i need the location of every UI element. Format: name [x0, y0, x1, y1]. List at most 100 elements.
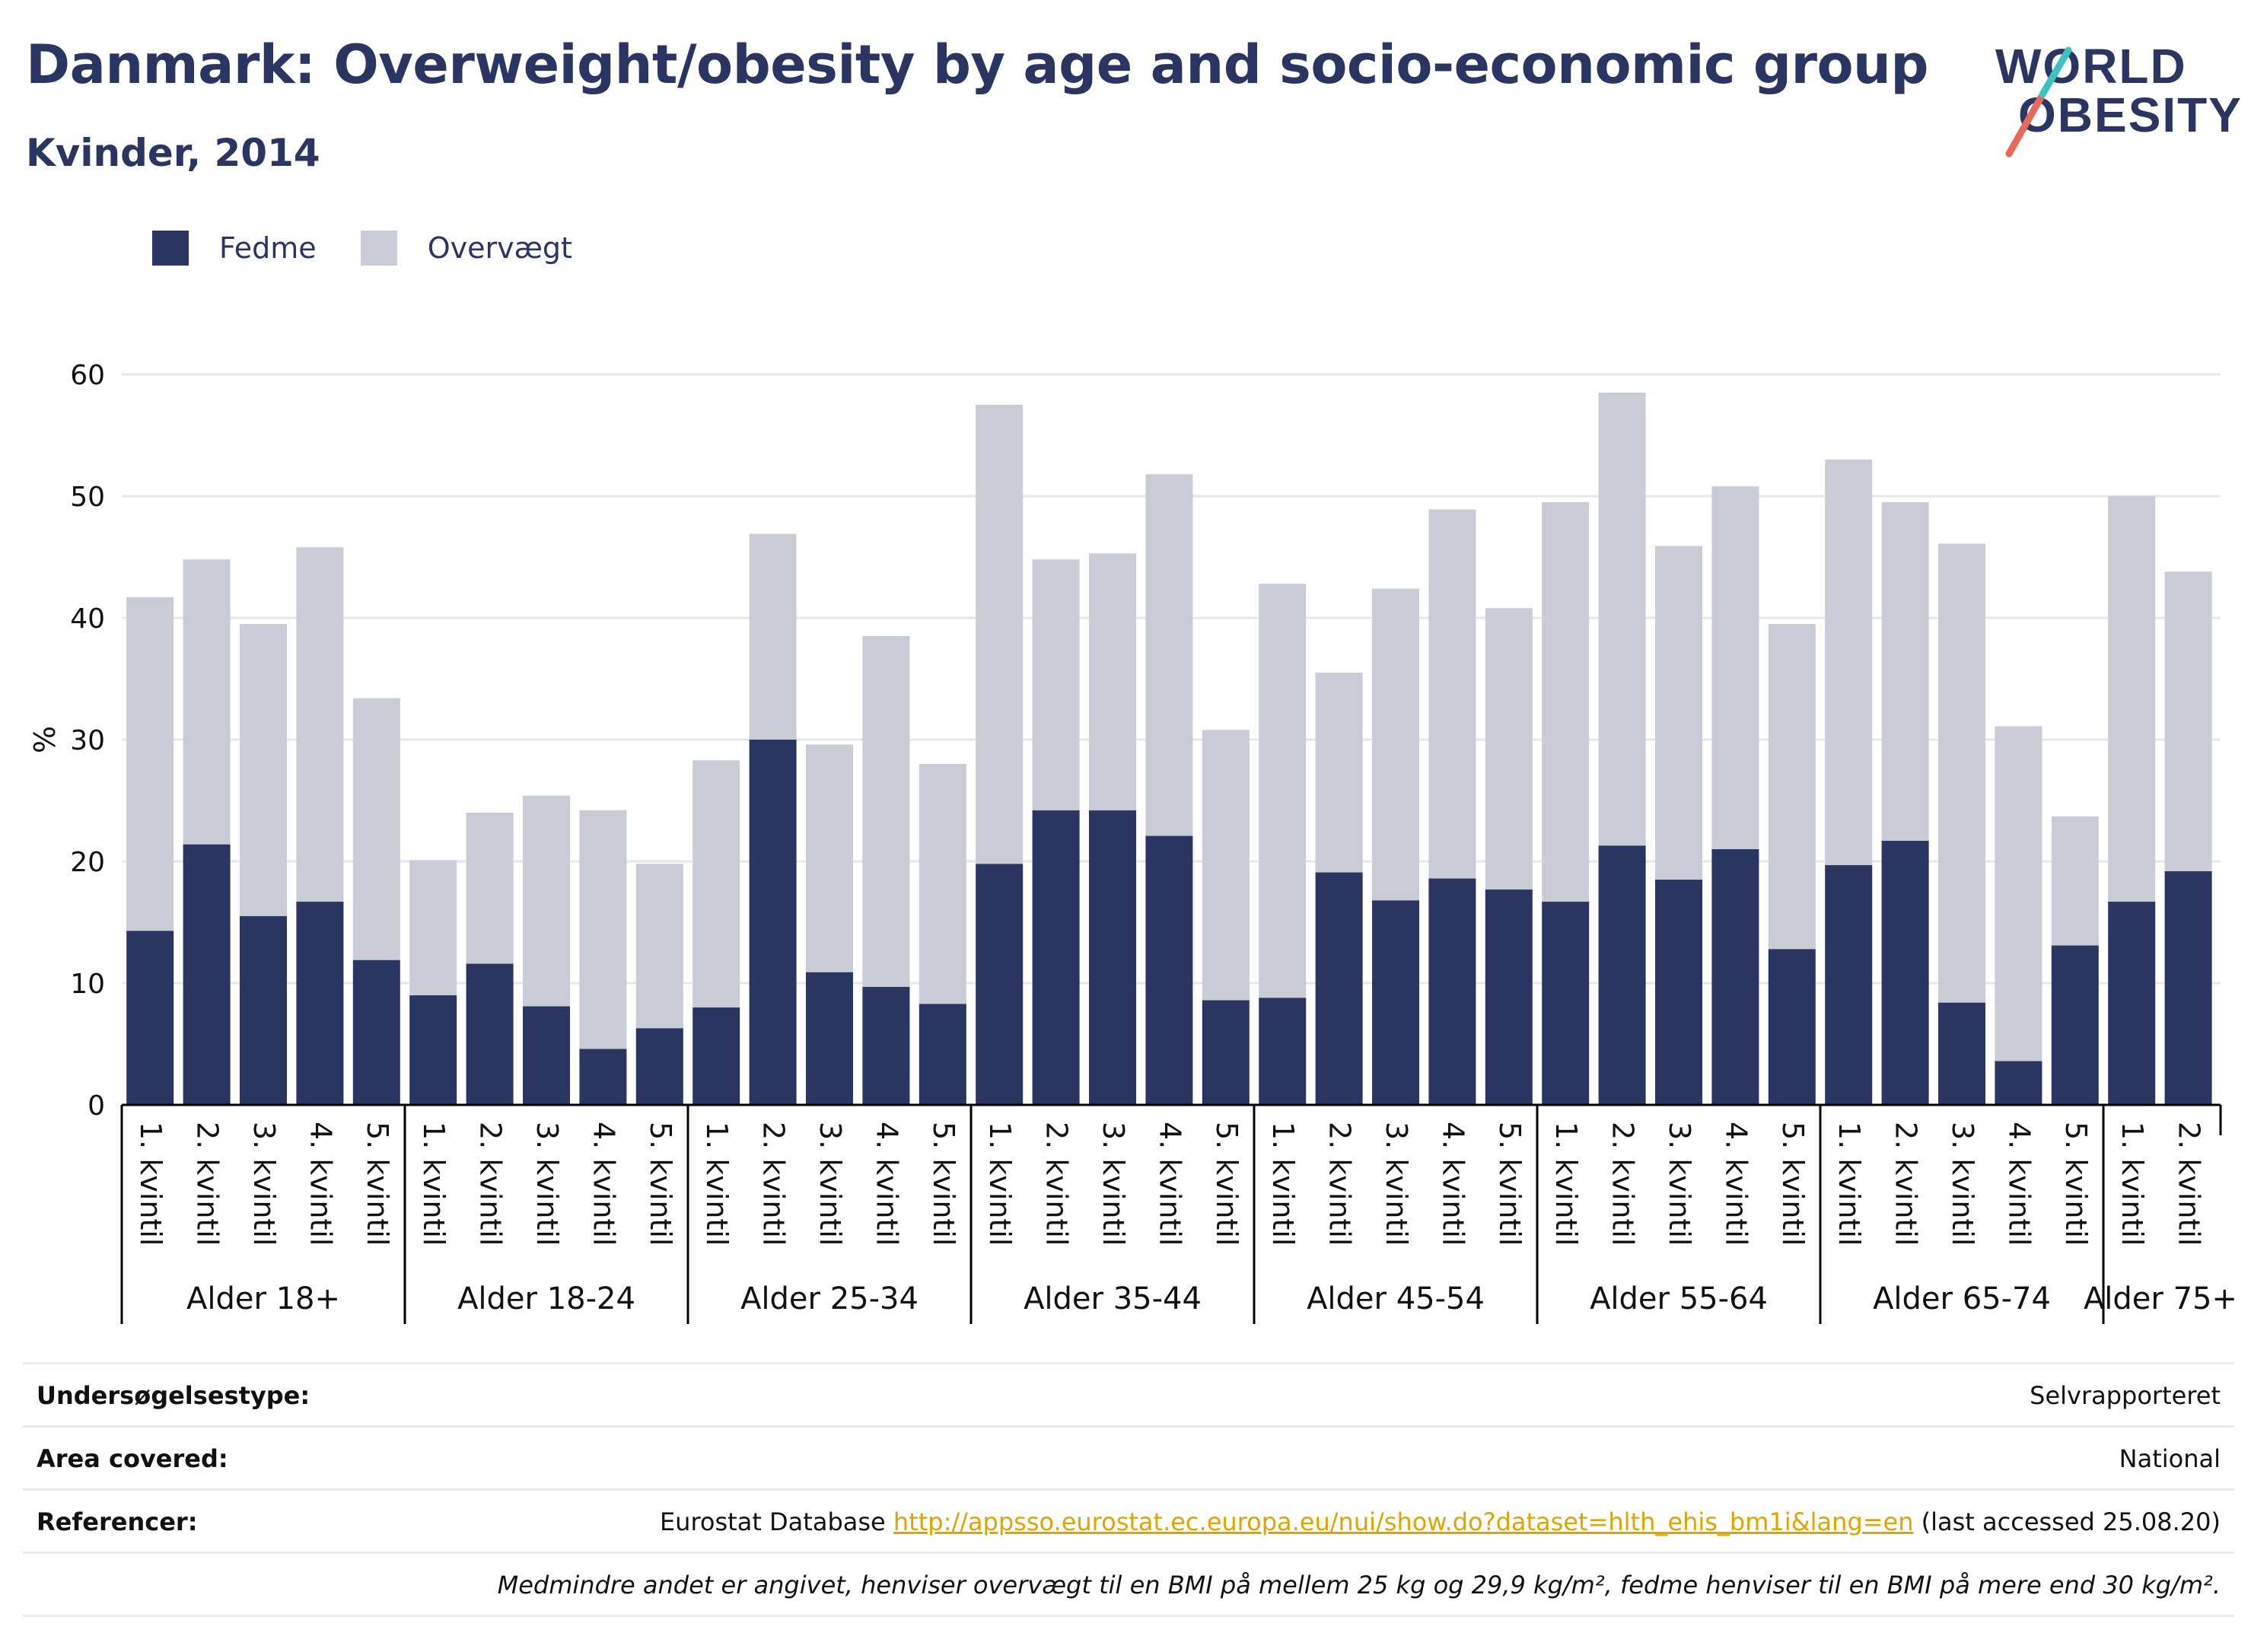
legend: Fedme Overvægt	[152, 227, 616, 269]
bar-overvaegt	[2164, 571, 2212, 871]
bar-overvaegt	[1655, 546, 1702, 880]
x-category-label: 5. kvintil	[1210, 1122, 1243, 1246]
bar-fedme	[409, 995, 457, 1105]
legend-item-overvaegt: Overvægt	[360, 231, 572, 266]
bar-fedme	[806, 972, 853, 1105]
x-category-label: 5. kvintil	[1776, 1122, 1810, 1246]
bar-fedme	[1995, 1061, 2042, 1105]
info-row-note: Medmindre andet er angivet, henviser ove…	[23, 1552, 2234, 1617]
legend-item-fedme: Fedme	[152, 231, 317, 266]
bar-fedme	[1768, 949, 1816, 1105]
bar-fedme	[2108, 901, 2156, 1105]
bar-overvaegt	[1202, 730, 1250, 1001]
x-category-label: 4. kvintil	[870, 1122, 903, 1246]
reference-source: Eurostat Database	[659, 1507, 886, 1536]
y-tick-label: 60	[70, 360, 105, 391]
references-value: Eurostat Database http://appsso.eurostat…	[660, 1507, 2221, 1536]
bar-fedme	[862, 986, 910, 1105]
reference-accessed: (last accessed 25.08.20)	[1921, 1507, 2221, 1536]
bar-fedme	[1881, 840, 1929, 1105]
group-label: Alder 18+	[186, 1281, 340, 1316]
x-category-label: 4. kvintil	[1436, 1122, 1469, 1246]
chart-subtitle: Kvinder, 2014	[26, 131, 320, 175]
x-category-label: 3. kvintil	[1097, 1122, 1130, 1246]
x-category-label: 1. kvintil	[1266, 1122, 1300, 1246]
x-category-label: 4. kvintil	[1719, 1122, 1753, 1246]
bar-overvaegt	[806, 744, 853, 972]
y-tick-label: 40	[70, 603, 105, 635]
bar-overvaegt	[2108, 496, 2156, 902]
bar-fedme	[1825, 864, 1873, 1105]
x-category-label: 2. kvintil	[757, 1122, 791, 1246]
bar-fedme	[1145, 836, 1193, 1105]
bar-fedme	[1428, 878, 1476, 1105]
y-axis-label: %	[28, 726, 62, 753]
bar-overvaegt	[1995, 726, 2042, 1062]
reference-link[interactable]: http://appsso.eurostat.ec.europa.eu/nui/…	[893, 1507, 1914, 1536]
bar-overvaegt	[1032, 559, 1080, 810]
bar-overvaegt	[579, 810, 627, 1049]
x-category-label: 2. kvintil	[191, 1122, 224, 1246]
bar-overvaegt	[1315, 673, 1363, 873]
x-category-label: 2. kvintil	[1606, 1122, 1640, 1246]
references-label: Referencer:	[37, 1507, 198, 1536]
bar-fedme	[1598, 845, 1646, 1105]
bar-overvaegt	[126, 597, 174, 931]
bar-overvaegt	[240, 624, 287, 916]
info-table: Undersøgelsestype: Selvrapporteret Area …	[23, 1362, 2234, 1617]
y-tick-label: 50	[70, 482, 105, 513]
bar-overvaegt	[1089, 553, 1136, 810]
bar-overvaegt	[466, 813, 514, 964]
bar-fedme	[466, 963, 514, 1105]
bar-fedme	[976, 864, 1024, 1105]
x-category-label: 4. kvintil	[1153, 1122, 1186, 1246]
bar-fedme	[183, 844, 231, 1105]
bar-overvaegt	[692, 760, 740, 1007]
bar-fedme	[296, 901, 344, 1105]
logo-word-2: OBESITY	[2018, 88, 2243, 142]
world-obesity-logo: WORLD OBESITY	[1979, 23, 2241, 167]
x-category-label: 5. kvintil	[644, 1122, 677, 1246]
group-label: Alder 45-54	[1307, 1281, 1485, 1316]
x-category-label: 1. kvintil	[417, 1122, 451, 1246]
x-category-label: 3. kvintil	[247, 1122, 281, 1246]
bar-overvaegt	[1881, 502, 1929, 841]
bar-overvaegt	[1542, 502, 1590, 902]
bar-overvaegt	[919, 764, 966, 1004]
x-category-label: 2. kvintil	[1323, 1122, 1357, 1246]
x-category-label: 4. kvintil	[587, 1122, 620, 1246]
info-row-area: Area covered: National	[23, 1425, 2234, 1488]
info-row-references: Referencer: Eurostat Database http://app…	[23, 1488, 2234, 1552]
bar-fedme	[1372, 900, 1419, 1105]
group-label: Alder 65-74	[1873, 1281, 2051, 1316]
x-category-label: 3. kvintil	[530, 1122, 564, 1246]
bar-fedme	[1542, 901, 1590, 1105]
bar-fedme	[352, 960, 400, 1105]
bar-fedme	[635, 1028, 683, 1105]
x-category-label: 3. kvintil	[813, 1122, 847, 1246]
bar-fedme	[692, 1007, 740, 1105]
y-tick-label: 20	[70, 847, 105, 878]
x-category-label: 5. kvintil	[1493, 1122, 1527, 1246]
bar-overvaegt	[976, 405, 1024, 864]
legend-swatch-fedme	[152, 231, 189, 266]
x-category-label: 5. kvintil	[927, 1122, 960, 1246]
bar-fedme	[579, 1049, 627, 1105]
x-category-label: 1. kvintil	[134, 1122, 167, 1246]
bar-overvaegt	[2051, 816, 2099, 946]
bar-fedme	[2051, 945, 2099, 1105]
y-tick-label: 10	[70, 969, 105, 1000]
bar-overvaegt	[749, 533, 797, 740]
group-label: Alder 25-34	[740, 1281, 919, 1316]
bar-overvaegt	[1711, 486, 1759, 849]
x-category-label: 5. kvintil	[361, 1122, 394, 1246]
group-label: Alder 75+	[2084, 1281, 2237, 1316]
x-category-label: 1. kvintil	[1549, 1122, 1583, 1246]
bar-fedme	[523, 1006, 570, 1105]
x-category-label: 4. kvintil	[304, 1122, 337, 1246]
legend-label-fedme: Fedme	[219, 231, 317, 265]
bar-overvaegt	[1768, 624, 1816, 950]
bar-overvaegt	[1938, 543, 1985, 1003]
legend-swatch-overvaegt	[360, 231, 397, 266]
bar-overvaegt	[296, 547, 344, 902]
